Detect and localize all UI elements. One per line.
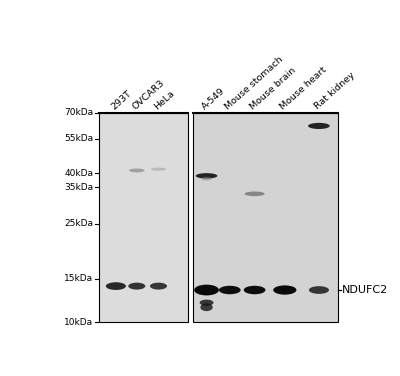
Text: Mouse stomach: Mouse stomach	[224, 55, 285, 111]
Text: OVCAR3: OVCAR3	[131, 78, 166, 111]
Ellipse shape	[309, 286, 329, 294]
Text: Mouse brain: Mouse brain	[248, 66, 298, 111]
Ellipse shape	[200, 303, 213, 311]
Text: 40kDa: 40kDa	[64, 168, 94, 177]
Text: HeLa: HeLa	[152, 89, 176, 111]
Bar	[99, 113, 188, 322]
Ellipse shape	[151, 168, 166, 171]
Ellipse shape	[200, 300, 214, 306]
Ellipse shape	[219, 286, 241, 294]
Ellipse shape	[201, 177, 212, 180]
Text: 70kDa: 70kDa	[64, 108, 94, 117]
Text: Mouse heart: Mouse heart	[279, 65, 329, 111]
Text: NDUFC2: NDUFC2	[342, 285, 388, 295]
Text: 15kDa: 15kDa	[64, 274, 94, 283]
Ellipse shape	[196, 173, 218, 179]
Text: 35kDa: 35kDa	[64, 183, 94, 192]
Ellipse shape	[273, 285, 296, 295]
Text: 293T: 293T	[110, 89, 134, 111]
Ellipse shape	[129, 168, 144, 172]
Ellipse shape	[244, 191, 265, 196]
Bar	[193, 113, 338, 322]
Ellipse shape	[244, 286, 266, 294]
Ellipse shape	[128, 283, 145, 290]
Ellipse shape	[308, 123, 330, 129]
Text: 10kDa: 10kDa	[64, 318, 94, 327]
Ellipse shape	[150, 283, 167, 290]
Text: Rat kidney: Rat kidney	[313, 71, 356, 111]
Text: 25kDa: 25kDa	[64, 219, 94, 228]
Text: A-549: A-549	[200, 86, 227, 111]
Ellipse shape	[194, 285, 219, 296]
Ellipse shape	[106, 282, 126, 290]
Text: 55kDa: 55kDa	[64, 134, 94, 143]
